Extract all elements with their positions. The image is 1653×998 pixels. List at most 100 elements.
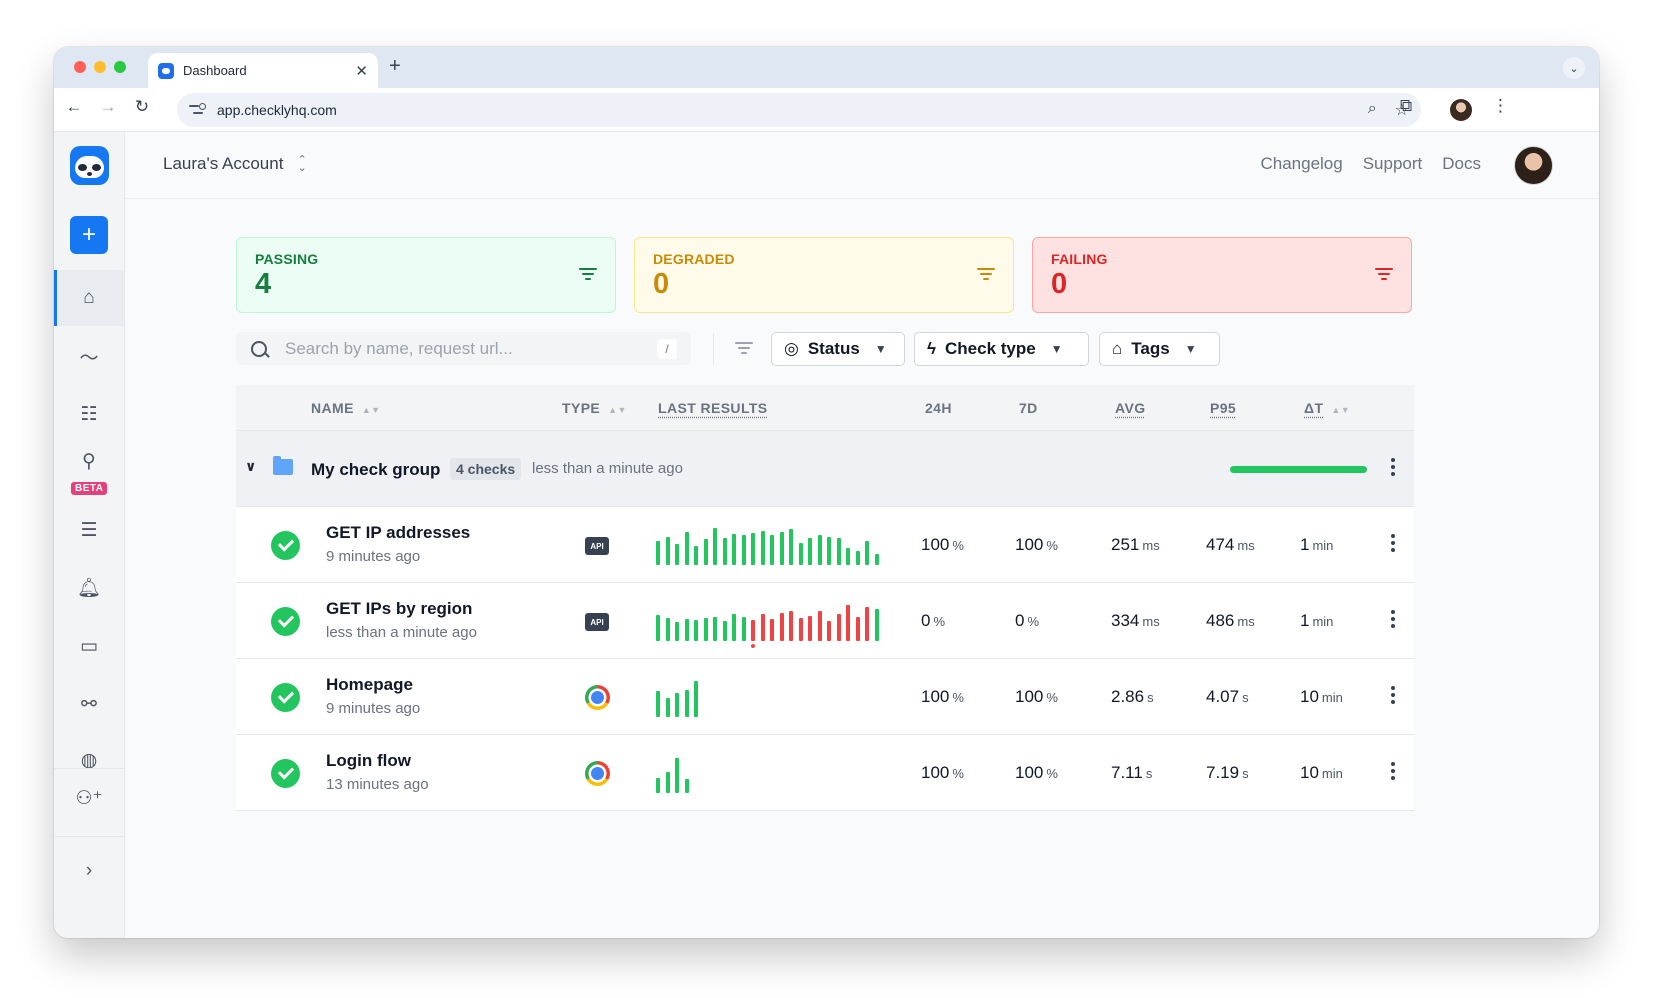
result-bar-passed[interactable] — [684, 689, 689, 717]
result-bar-passed[interactable] — [741, 535, 746, 565]
sidebar-item-locations[interactable]: ◍ — [54, 732, 124, 771]
row-menu-icon[interactable] — [1391, 610, 1395, 631]
result-bar-passed[interactable] — [865, 541, 869, 565]
result-bar-passed[interactable] — [703, 618, 708, 641]
last-results-sparkline[interactable] — [656, 677, 886, 717]
result-bar-failed[interactable] — [827, 621, 831, 641]
result-bar-failed[interactable] — [865, 606, 869, 641]
result-bar-passed[interactable] — [694, 620, 698, 641]
result-bar-failed[interactable] — [751, 620, 755, 641]
result-bar-failed[interactable] — [817, 611, 822, 641]
result-bar-passed[interactable] — [684, 618, 689, 641]
minimize-window-button[interactable] — [94, 61, 106, 73]
table-row[interactable]: GET IPs by region less than a minute ago A… — [236, 583, 1414, 659]
last-results-sparkline[interactable] — [656, 525, 886, 565]
column-header-name[interactable]: NAME ▲▼ — [311, 400, 381, 416]
tab-close-icon[interactable]: ✕ — [355, 62, 368, 80]
reload-icon[interactable]: ↻ — [134, 97, 150, 116]
filter-icon[interactable] — [579, 268, 597, 283]
last-results-sparkline[interactable] — [656, 601, 886, 648]
result-bar-passed[interactable] — [836, 538, 841, 565]
check-name[interactable]: GET IP addresses — [326, 523, 471, 542]
table-row[interactable]: Homepage 9 minutes ago 100% 100% 2.86 s 4.07 s 1… — [236, 659, 1414, 735]
sidebar-expand-button[interactable]: › — [54, 837, 124, 905]
close-window-button[interactable] — [74, 61, 86, 73]
column-header-delta-t[interactable]: ΔT ▲▼ — [1304, 400, 1351, 416]
result-bar-passed[interactable] — [656, 777, 660, 793]
result-bar-passed[interactable] — [675, 693, 679, 717]
group-menu-icon[interactable] — [1391, 458, 1395, 479]
result-bar-failed[interactable] — [779, 612, 784, 641]
result-bar-passed[interactable] — [703, 539, 708, 565]
result-bar-passed[interactable] — [675, 622, 679, 641]
result-bar-passed[interactable] — [694, 680, 698, 717]
forward-arrow-icon[interactable]: → — [99, 97, 117, 116]
tags-dropdown[interactable]: ⌂ Tags ▼ — [1099, 332, 1220, 366]
check-name[interactable]: GET IPs by region — [326, 599, 473, 618]
result-bar-failed[interactable] — [789, 610, 793, 641]
user-avatar[interactable] — [1514, 146, 1553, 185]
check-type-dropdown[interactable]: ϟ Check type ▼ — [914, 332, 1089, 366]
result-bar-passed[interactable] — [684, 531, 689, 565]
result-bar-passed[interactable] — [694, 546, 698, 565]
result-bar-failed[interactable] — [808, 615, 812, 641]
result-bar-failed[interactable] — [770, 618, 774, 641]
support-link[interactable]: Support — [1362, 154, 1423, 173]
profile-avatar[interactable] — [1450, 99, 1472, 121]
sidebar-item-dashboards[interactable]: ▭ — [54, 618, 124, 674]
result-bar-passed[interactable] — [665, 772, 670, 793]
docs-link[interactable]: Docs — [1442, 154, 1481, 173]
result-bar-passed[interactable] — [675, 758, 679, 793]
site-settings-icon[interactable] — [189, 102, 206, 118]
last-results-sparkline[interactable] — [656, 753, 886, 793]
result-bar-failed[interactable] — [846, 604, 850, 641]
result-bar-failed[interactable] — [798, 618, 803, 641]
result-bar-passed[interactable] — [722, 537, 727, 565]
zoom-icon[interactable]: ⌕ — [1367, 100, 1377, 117]
result-bar-passed[interactable] — [656, 691, 660, 717]
checkly-logo-icon[interactable] — [70, 146, 109, 185]
summary-card-passing[interactable]: PASSING 4 — [236, 237, 616, 313]
result-bar-passed[interactable] — [798, 542, 803, 565]
back-arrow-icon[interactable]: ← — [65, 97, 83, 116]
result-bar-passed[interactable] — [855, 551, 860, 565]
check-name[interactable]: Login flow — [326, 751, 411, 770]
result-bar-passed[interactable] — [656, 615, 660, 641]
sidebar-item-telescope[interactable]: ⚲ — [54, 440, 124, 496]
url-text[interactable]: app.checklyhq.com — [217, 102, 337, 118]
result-bar-passed[interactable] — [751, 533, 755, 565]
result-bar-failed[interactable] — [855, 617, 860, 641]
row-menu-icon[interactable] — [1391, 762, 1395, 783]
browser-menu-icon[interactable]: ⋮ — [1492, 96, 1509, 115]
check-name[interactable]: Homepage — [326, 675, 413, 694]
filter-icon[interactable] — [735, 342, 753, 357]
result-bar-passed[interactable] — [675, 544, 679, 565]
table-row[interactable]: GET IP addresses 9 minutes ago API 100% 100%… — [236, 507, 1414, 583]
result-bar-passed[interactable] — [665, 698, 670, 717]
zoom-window-button[interactable] — [114, 61, 126, 73]
result-bar-passed[interactable] — [656, 541, 660, 565]
filter-icon[interactable] — [977, 268, 995, 283]
sidebar-item-monitoring[interactable]: 〜 — [54, 328, 124, 384]
table-row[interactable]: Login flow 13 minutes ago 100% 100% 7.11 s 7.1… — [236, 735, 1414, 811]
result-bar-passed[interactable] — [741, 617, 746, 641]
new-tab-button[interactable]: + — [389, 55, 401, 77]
search-box[interactable]: / — [236, 332, 691, 365]
result-bar-passed[interactable] — [874, 608, 879, 641]
result-bar-failed[interactable] — [836, 614, 841, 641]
result-bar-passed[interactable] — [722, 621, 727, 641]
check-group-row[interactable]: ∨ My check group 4 checks less than a mi… — [236, 431, 1414, 507]
result-bar-passed[interactable] — [874, 553, 879, 565]
sidebar-item-invite[interactable]: ⚇⁺ — [54, 770, 124, 826]
result-bar-passed[interactable] — [846, 547, 850, 565]
status-dropdown[interactable]: ◎ Status ▼ — [771, 332, 905, 366]
row-menu-icon[interactable] — [1391, 686, 1395, 707]
sidebar-item-integrations[interactable]: ⚯ — [54, 676, 124, 732]
result-bar-passed[interactable] — [732, 613, 736, 641]
result-bar-passed[interactable] — [760, 530, 765, 565]
address-bar[interactable]: app.checklyhq.com ⌕ ☆ — [177, 93, 1421, 127]
browser-tab[interactable]: Dashboard ✕ — [148, 53, 378, 88]
result-bar-passed[interactable] — [665, 536, 670, 565]
result-bar-passed[interactable] — [684, 778, 689, 793]
changelog-link[interactable]: Changelog — [1260, 154, 1343, 173]
